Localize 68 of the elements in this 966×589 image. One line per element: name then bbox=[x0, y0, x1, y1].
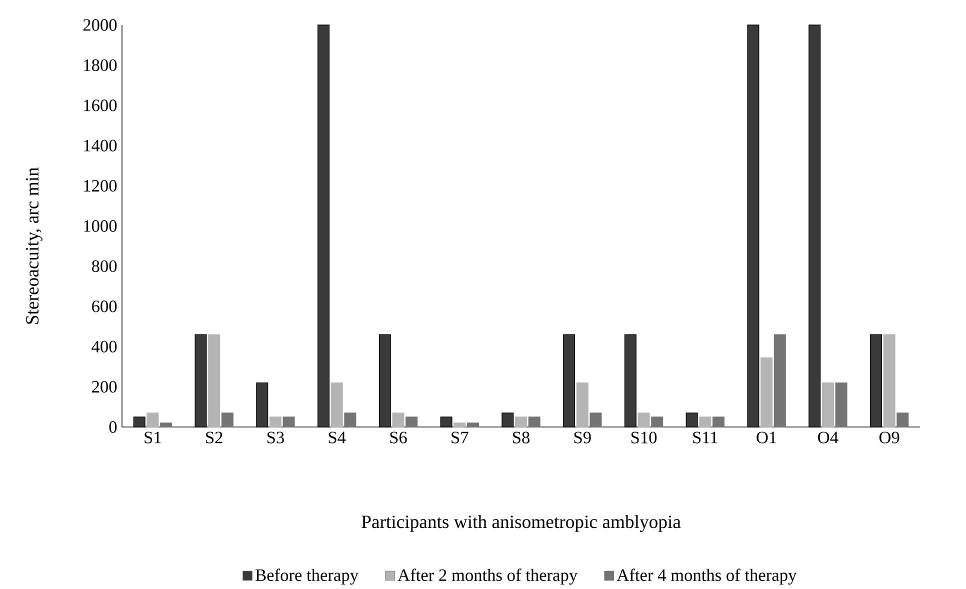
legend-label: After 2 months of therapy bbox=[398, 568, 578, 585]
bar bbox=[747, 24, 760, 428]
bar bbox=[194, 334, 207, 428]
x-tick-label: S8 bbox=[513, 432, 530, 444]
bar bbox=[146, 412, 159, 428]
y-tick-label: 1600 bbox=[84, 100, 117, 112]
bar bbox=[896, 412, 909, 428]
legend-label: After 4 months of therapy bbox=[616, 568, 797, 585]
bar bbox=[808, 24, 821, 428]
x-tick-label: S6 bbox=[390, 432, 407, 444]
bar bbox=[502, 412, 514, 428]
y-axis-title: Stereoacuity, arc min bbox=[26, 167, 42, 324]
bar bbox=[870, 334, 882, 428]
bar bbox=[576, 382, 588, 428]
bar bbox=[712, 416, 724, 428]
bar bbox=[624, 334, 636, 428]
y-tick-label: 400 bbox=[92, 340, 117, 352]
x-tick-label: S2 bbox=[206, 432, 222, 444]
x-tick-label: S10 bbox=[631, 432, 657, 444]
bar bbox=[256, 382, 268, 428]
bar bbox=[883, 334, 896, 428]
bar bbox=[318, 24, 330, 428]
x-tick-label: O4 bbox=[818, 432, 838, 444]
bar bbox=[563, 334, 576, 428]
x-tick-label: S4 bbox=[328, 432, 346, 444]
bar bbox=[774, 334, 786, 428]
y-tick-label: 0 bbox=[109, 421, 117, 433]
bar bbox=[699, 416, 712, 428]
x-tick-label: O1 bbox=[756, 432, 776, 444]
bar bbox=[822, 382, 834, 428]
y-tick-label: 1200 bbox=[84, 180, 117, 192]
bar bbox=[392, 412, 404, 428]
bar bbox=[686, 412, 698, 428]
bar bbox=[208, 334, 220, 428]
bar bbox=[440, 416, 452, 428]
bar bbox=[528, 416, 540, 428]
bar bbox=[330, 382, 343, 428]
x-tick-label: S7 bbox=[452, 432, 468, 444]
x-tick-label: S11 bbox=[693, 432, 718, 444]
bar bbox=[133, 416, 146, 428]
y-tick-label: 1800 bbox=[84, 59, 117, 72]
x-tick-label: S9 bbox=[574, 432, 591, 444]
bar bbox=[638, 412, 650, 428]
bar bbox=[651, 416, 664, 428]
x-tick-label: S1 bbox=[144, 432, 161, 444]
y-tick-label: 200 bbox=[92, 380, 117, 393]
bar bbox=[835, 382, 848, 428]
x-tick-label: S3 bbox=[267, 432, 284, 444]
y-tick-label: 600 bbox=[92, 300, 117, 312]
x-tick-label: O9 bbox=[879, 432, 900, 444]
bar bbox=[406, 416, 418, 428]
bar bbox=[590, 412, 602, 428]
x-axis-title: Participants with anisometropic amblyopia bbox=[362, 514, 681, 532]
y-tick-label: 2000 bbox=[83, 19, 117, 31]
bar bbox=[269, 416, 282, 428]
legend-label: Before therapy bbox=[256, 568, 358, 585]
y-tick-label: 1000 bbox=[84, 220, 117, 232]
y-tick-label: 800 bbox=[92, 260, 117, 272]
bar bbox=[454, 422, 466, 428]
bar bbox=[378, 334, 391, 428]
bar bbox=[344, 412, 356, 428]
bar bbox=[221, 412, 234, 428]
bar bbox=[282, 416, 295, 428]
bar bbox=[515, 416, 528, 428]
y-tick-label: 1400 bbox=[84, 140, 117, 152]
bar bbox=[160, 422, 172, 428]
bar bbox=[760, 357, 773, 428]
bar bbox=[466, 422, 479, 428]
